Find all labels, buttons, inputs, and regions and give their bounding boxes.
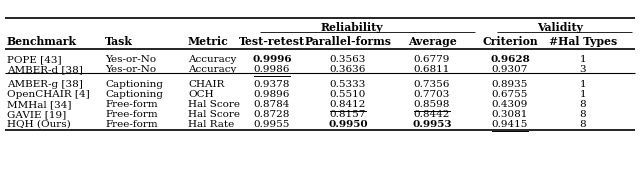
Text: Benchmark: Benchmark	[7, 36, 77, 47]
Text: Task: Task	[105, 36, 133, 47]
Text: Free-form: Free-form	[105, 120, 157, 129]
Text: Accuracy: Accuracy	[188, 65, 236, 74]
Text: 0.9415: 0.9415	[492, 120, 528, 129]
Text: 8: 8	[580, 120, 586, 129]
Text: 0.8784: 0.8784	[254, 100, 290, 109]
Text: 0.9986: 0.9986	[254, 65, 290, 74]
Text: Parallel-forms: Parallel-forms	[305, 36, 392, 47]
Text: 0.9896: 0.9896	[254, 90, 290, 99]
Text: POPE [43]: POPE [43]	[7, 55, 61, 64]
Text: 0.7356: 0.7356	[414, 80, 450, 89]
Text: 0.8935: 0.8935	[492, 80, 528, 89]
Text: Yes-or-No: Yes-or-No	[105, 65, 156, 74]
Text: Criterion: Criterion	[482, 36, 538, 47]
Text: 3: 3	[580, 65, 586, 74]
Text: OCH: OCH	[188, 90, 214, 99]
Text: 0.8157: 0.8157	[330, 110, 366, 119]
Text: 0.9307: 0.9307	[492, 65, 528, 74]
Text: 0.6779: 0.6779	[414, 55, 450, 64]
Text: 0.6811: 0.6811	[414, 65, 450, 74]
Text: Hal Score: Hal Score	[188, 100, 240, 109]
Text: Validity: Validity	[537, 22, 583, 33]
Text: 0.3636: 0.3636	[330, 65, 366, 74]
Text: 0.7703: 0.7703	[414, 90, 450, 99]
Text: 0.9628: 0.9628	[490, 55, 530, 64]
Text: Hal Rate: Hal Rate	[188, 120, 234, 129]
Text: Free-form: Free-form	[105, 100, 157, 109]
Text: AMBER-g [38]: AMBER-g [38]	[7, 80, 83, 89]
Text: 1: 1	[580, 55, 586, 64]
Text: 0.8412: 0.8412	[330, 100, 366, 109]
Text: 0.4309: 0.4309	[492, 100, 528, 109]
Text: 0.5333: 0.5333	[330, 80, 366, 89]
Text: Reliability: Reliability	[321, 22, 383, 33]
Text: Hal Score: Hal Score	[188, 110, 240, 119]
Text: 0.8598: 0.8598	[414, 100, 450, 109]
Text: #Hal Types: #Hal Types	[549, 36, 617, 47]
Text: 0.8442: 0.8442	[414, 110, 450, 119]
Text: 0.3563: 0.3563	[330, 55, 366, 64]
Text: AMBER-d [38]: AMBER-d [38]	[7, 65, 83, 74]
Text: Free-form: Free-form	[105, 110, 157, 119]
Text: 0.9955: 0.9955	[254, 120, 290, 129]
Text: 0.9953: 0.9953	[412, 120, 452, 129]
Text: MMHal [34]: MMHal [34]	[7, 100, 72, 109]
Text: 1: 1	[580, 80, 586, 89]
Text: 1: 1	[580, 90, 586, 99]
Text: Metric: Metric	[188, 36, 228, 47]
Text: Yes-or-No: Yes-or-No	[105, 55, 156, 64]
Text: OpenCHAIR [4]: OpenCHAIR [4]	[7, 90, 90, 99]
Text: 8: 8	[580, 110, 586, 119]
Text: 0.5510: 0.5510	[330, 90, 366, 99]
Text: Captioning: Captioning	[105, 80, 163, 89]
Text: CHAIR: CHAIR	[188, 80, 225, 89]
Text: Average: Average	[408, 36, 456, 47]
Text: 0.9378: 0.9378	[254, 80, 290, 89]
Text: 8: 8	[580, 100, 586, 109]
Text: GAVIE [19]: GAVIE [19]	[7, 110, 67, 119]
Text: 0.9996: 0.9996	[252, 55, 292, 64]
Text: 0.9950: 0.9950	[328, 120, 368, 129]
Text: Captioning: Captioning	[105, 90, 163, 99]
Text: Accuracy: Accuracy	[188, 55, 236, 64]
Text: 0.3081: 0.3081	[492, 110, 528, 119]
Text: Test-retest: Test-retest	[239, 36, 305, 47]
Text: 0.6755: 0.6755	[492, 90, 528, 99]
Text: HQH (Ours): HQH (Ours)	[7, 120, 71, 129]
Text: 0.8728: 0.8728	[254, 110, 290, 119]
